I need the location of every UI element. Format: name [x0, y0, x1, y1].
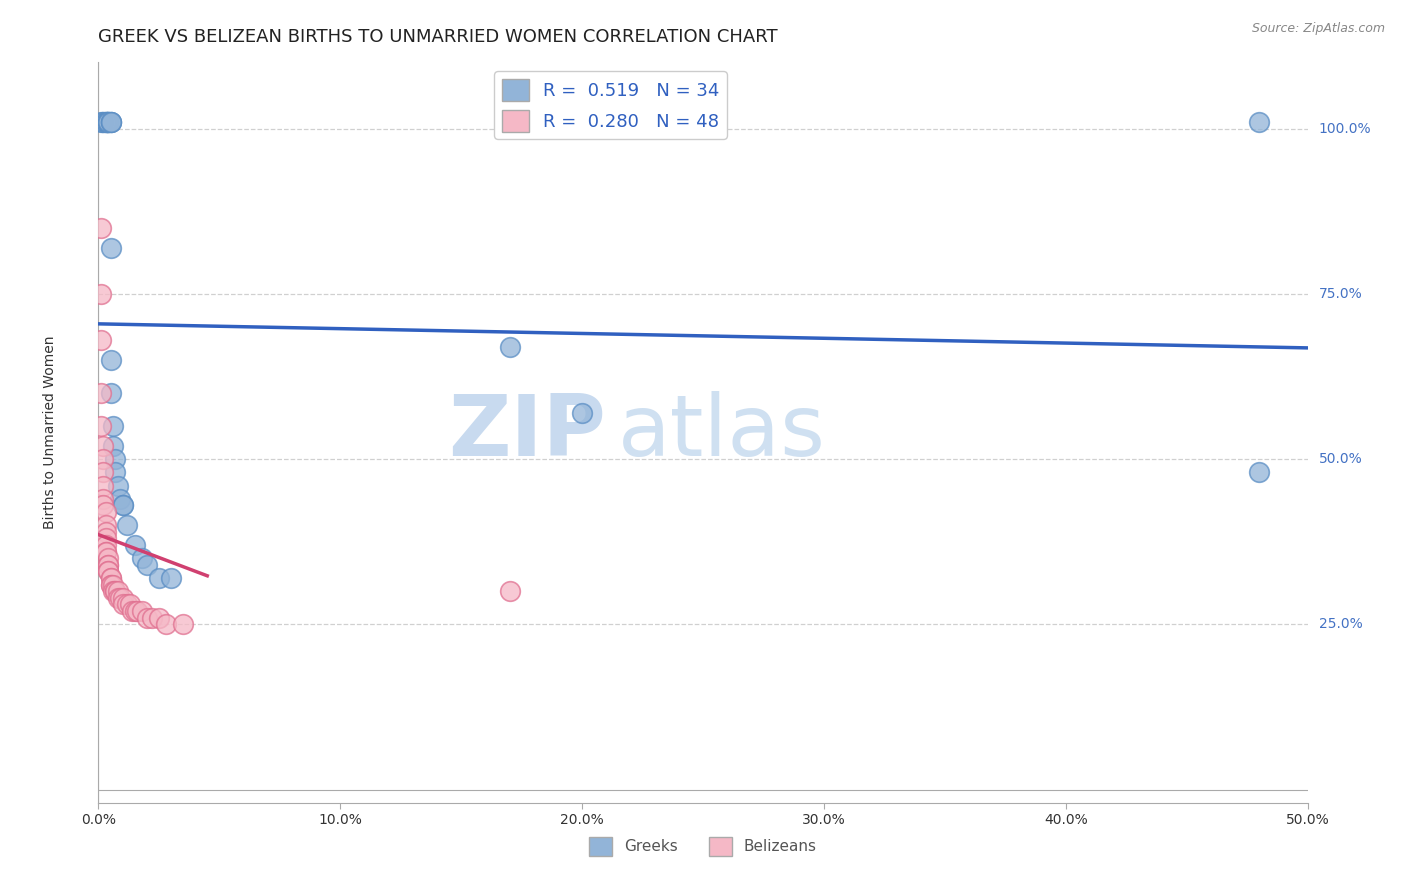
Legend: Greeks, Belizeans: Greeks, Belizeans — [583, 831, 823, 862]
Point — [100, 577, 122, 591]
Point — [100, 577, 122, 591]
Text: atlas: atlas — [619, 391, 827, 475]
Point — [94, 115, 117, 129]
Point — [124, 538, 146, 552]
Point — [121, 604, 143, 618]
Point — [90, 220, 112, 235]
Point — [160, 571, 183, 585]
Point — [90, 286, 112, 301]
Point — [172, 617, 194, 632]
Point — [117, 598, 139, 612]
Point — [91, 491, 114, 506]
Point — [131, 604, 153, 618]
Point — [107, 591, 129, 605]
Point — [91, 115, 114, 129]
Point — [100, 115, 122, 129]
Point — [1249, 115, 1271, 129]
Point — [94, 544, 117, 558]
Point — [498, 340, 520, 354]
Point — [127, 604, 149, 618]
Text: Births to Unmarried Women: Births to Unmarried Women — [44, 336, 58, 529]
Point — [111, 598, 134, 612]
Point — [111, 591, 134, 605]
Point — [91, 115, 114, 129]
Point — [97, 115, 120, 129]
Point — [100, 115, 122, 129]
Point — [97, 115, 120, 129]
Text: 50.0%: 50.0% — [1319, 452, 1362, 466]
Point — [104, 465, 127, 479]
Point — [91, 465, 114, 479]
Text: ZIP: ZIP — [449, 391, 606, 475]
Point — [97, 565, 120, 579]
Point — [107, 478, 129, 492]
Text: 100.0%: 100.0% — [1319, 121, 1371, 136]
Point — [111, 499, 134, 513]
Point — [94, 532, 117, 546]
Point — [135, 558, 157, 572]
Point — [91, 452, 114, 467]
Point — [124, 604, 146, 618]
Point — [108, 491, 131, 506]
Point — [100, 115, 122, 129]
Point — [100, 386, 122, 401]
Point — [148, 611, 170, 625]
Point — [91, 439, 114, 453]
Point — [100, 571, 122, 585]
Point — [94, 505, 117, 519]
Text: 75.0%: 75.0% — [1319, 287, 1362, 301]
Point — [100, 352, 122, 367]
Point — [100, 571, 122, 585]
Point — [498, 584, 520, 599]
Point — [97, 558, 120, 572]
Point — [104, 584, 127, 599]
Point — [97, 565, 120, 579]
Point — [97, 115, 120, 129]
Point — [94, 115, 117, 129]
Point — [108, 591, 131, 605]
Point — [94, 518, 117, 533]
Point — [97, 115, 120, 129]
Text: Source: ZipAtlas.com: Source: ZipAtlas.com — [1251, 22, 1385, 36]
Point — [94, 544, 117, 558]
Point — [135, 611, 157, 625]
Text: 25.0%: 25.0% — [1319, 617, 1362, 632]
Point — [101, 584, 124, 599]
Point — [91, 478, 114, 492]
Point — [97, 551, 120, 566]
Point — [94, 538, 117, 552]
Point — [90, 386, 112, 401]
Point — [571, 406, 593, 420]
Point — [155, 617, 177, 632]
Point — [90, 333, 112, 347]
Point — [91, 499, 114, 513]
Point — [101, 439, 124, 453]
Point — [1249, 465, 1271, 479]
Point — [117, 518, 139, 533]
Point — [101, 577, 124, 591]
Point — [104, 452, 127, 467]
Point — [90, 115, 112, 129]
Point — [104, 584, 127, 599]
Point — [100, 240, 122, 255]
Point — [141, 611, 163, 625]
Point — [90, 419, 112, 434]
Point — [97, 558, 120, 572]
Point — [101, 419, 124, 434]
Point — [107, 584, 129, 599]
Point — [148, 571, 170, 585]
Point — [94, 524, 117, 539]
Point — [94, 115, 117, 129]
Point — [111, 499, 134, 513]
Point — [131, 551, 153, 566]
Point — [118, 598, 141, 612]
Text: GREEK VS BELIZEAN BIRTHS TO UNMARRIED WOMEN CORRELATION CHART: GREEK VS BELIZEAN BIRTHS TO UNMARRIED WO… — [98, 28, 778, 45]
